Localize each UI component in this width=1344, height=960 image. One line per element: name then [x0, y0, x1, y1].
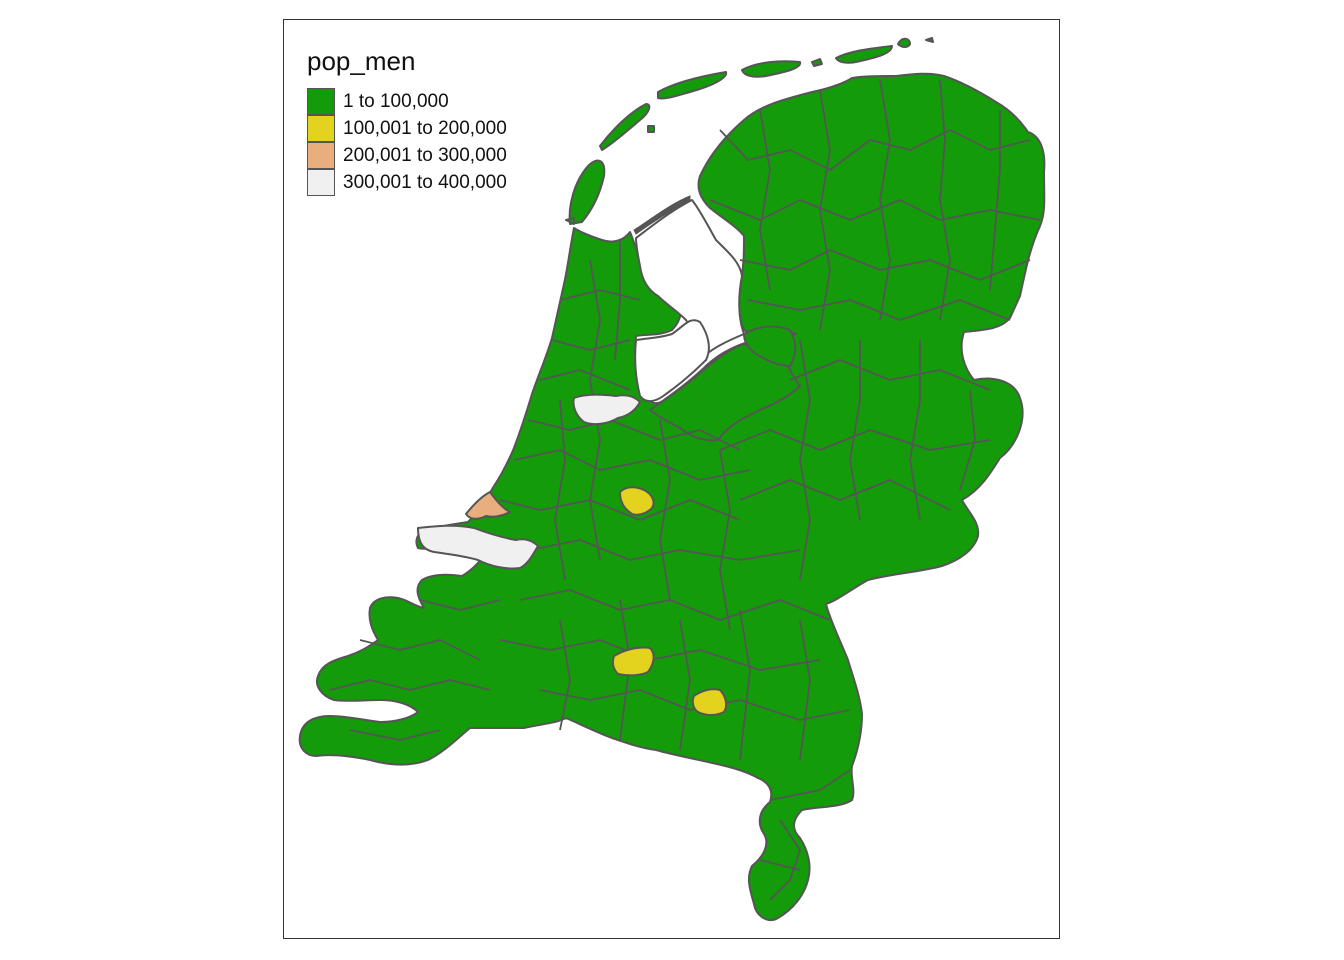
ijsselmeer — [635, 199, 745, 357]
island-terschelling — [657, 71, 728, 100]
legend-swatch — [307, 115, 335, 142]
municipality-eindhoven — [691, 688, 728, 716]
municipality-tilburg — [611, 646, 655, 677]
legend-item-4: 300,001 to 400,000 — [307, 169, 507, 196]
legend-label: 200,001 to 300,000 — [343, 144, 507, 166]
mainland — [298, 72, 1046, 922]
legend-swatch — [307, 169, 335, 196]
legend-label: 100,001 to 200,000 — [343, 117, 507, 139]
legend-swatch — [307, 88, 335, 115]
legend-swatch — [307, 142, 335, 169]
legend-title: pop_men — [307, 46, 416, 76]
region-flevoland — [649, 342, 801, 442]
island-rottumeroog — [897, 37, 911, 48]
island-vlieland — [599, 103, 651, 151]
municipality-amsterdam — [572, 393, 641, 426]
municipality-utrecht — [619, 486, 655, 516]
island-texel-tip — [565, 217, 575, 225]
region-noordoostpolder — [742, 325, 797, 368]
island-texel — [568, 159, 606, 225]
country-outline — [298, 72, 1046, 922]
municipality-rotterdam — [417, 524, 539, 570]
afsluitdijk — [633, 195, 691, 235]
legend-label: 300,001 to 400,000 — [343, 171, 507, 193]
legend-item-1: 1 to 100,000 — [307, 88, 507, 115]
legend-item-3: 200,001 to 300,000 — [307, 142, 507, 169]
wadden-islands — [565, 37, 934, 225]
island-ameland — [741, 60, 802, 78]
legend-label: 1 to 100,000 — [343, 90, 449, 112]
municipality-borders — [329, 79, 1041, 901]
inland-water — [634, 199, 745, 402]
island-schiermonnikoog — [835, 45, 893, 64]
highlighted-municipalities — [417, 393, 728, 716]
legend: pop_men 1 to 100,000 100,001 to 200,000 … — [307, 46, 507, 196]
legend-item-2: 100,001 to 200,000 — [307, 115, 507, 142]
markermeer — [634, 319, 710, 402]
municipality-den-haag — [465, 491, 511, 520]
